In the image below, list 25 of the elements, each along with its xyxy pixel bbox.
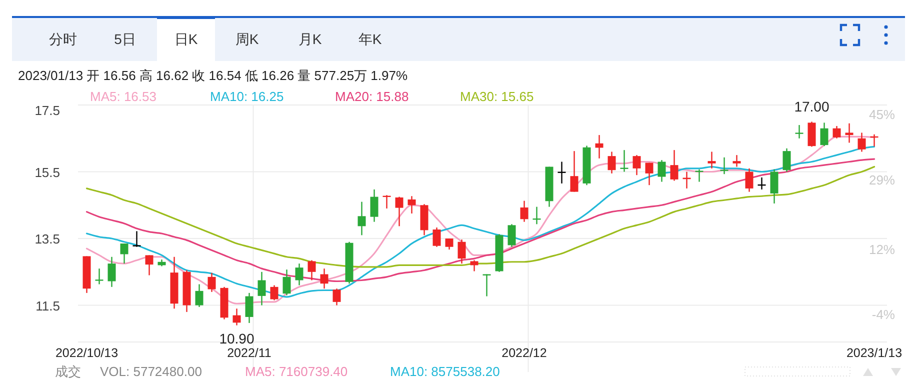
text: MA10: 16.25 — [210, 89, 284, 104]
y-tick-label: 11.5 — [36, 298, 60, 314]
x-tick-label: 2022/11 — [227, 346, 272, 360]
text: 5日 — [114, 31, 136, 47]
text: 成交 — [55, 364, 81, 379]
text: 分时 — [49, 31, 77, 47]
x-tick-label: 2022/10/13 — [55, 346, 118, 360]
text: MA10: 8575538.20 — [390, 364, 500, 379]
y-tick-label: 13.5 — [34, 232, 60, 247]
text: MA20: 15.88 — [335, 89, 409, 104]
x-tick-label: 2022/12 — [502, 346, 547, 360]
annotation: 10.90 — [219, 330, 254, 346]
x-tick-label: 2023/1/13 — [846, 346, 902, 360]
text: MA5: 7160739.40 — [245, 364, 348, 379]
text: 日K — [174, 31, 198, 47]
text: VOL: 5772480.00 — [100, 364, 202, 379]
annotation: 17.00 — [794, 98, 830, 115]
text: MA5: 16.53 — [90, 89, 156, 104]
text: 2023/01/13 开 16.56 高 16.62 收 16.54 低 16.26 量 577.25万 1.97% — [18, 68, 408, 83]
y-tick-label: 17.5 — [34, 103, 60, 118]
text: 年K — [358, 31, 382, 47]
y-tick-label: 15.5 — [34, 164, 60, 180]
text: MA30: 15.65 — [460, 89, 534, 104]
text: 周K — [235, 31, 260, 47]
text: 月K — [298, 31, 322, 47]
